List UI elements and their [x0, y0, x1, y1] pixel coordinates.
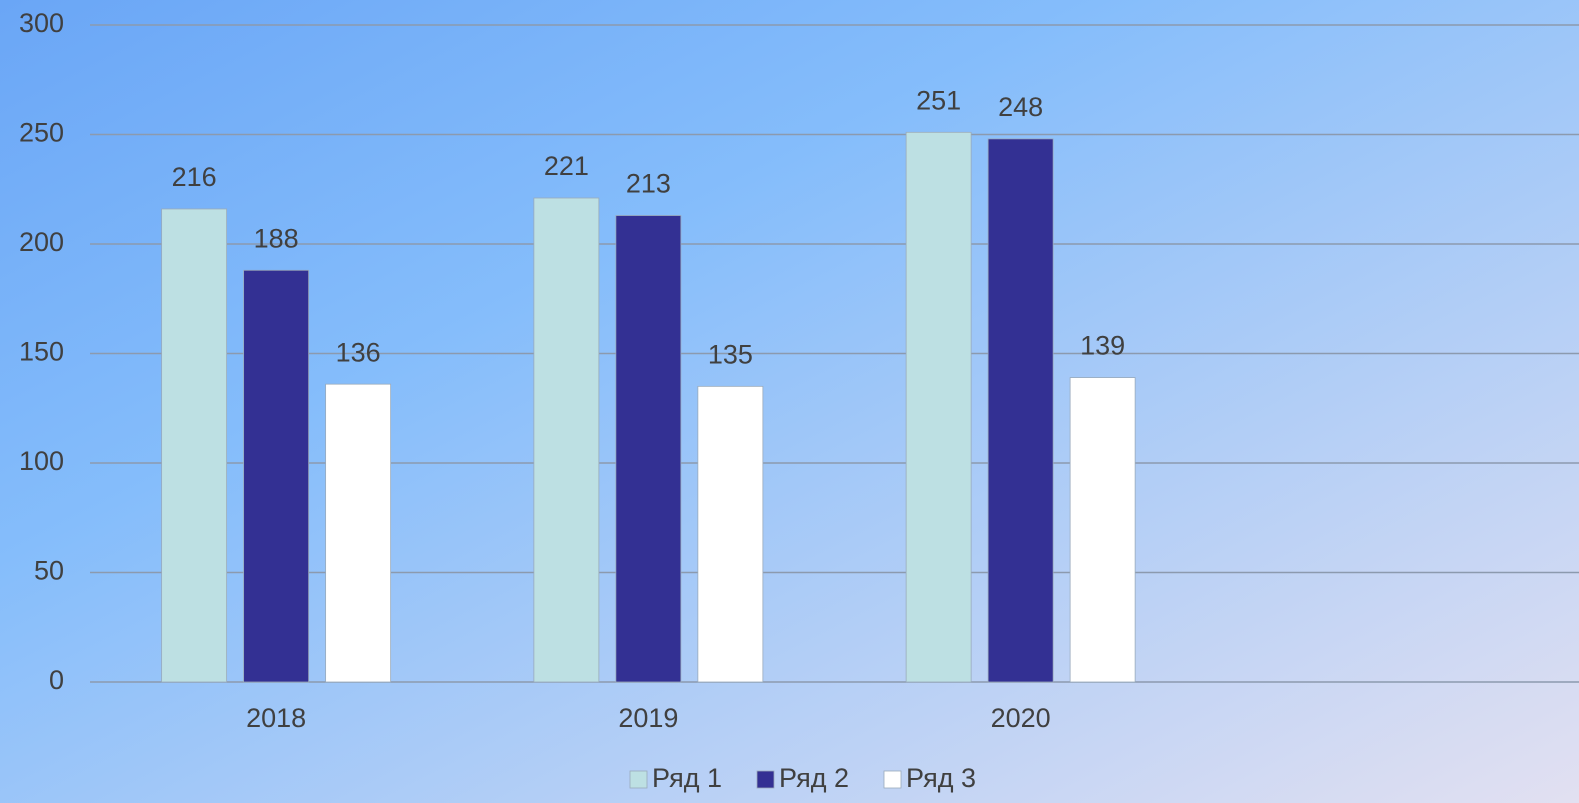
data-label: 188: [254, 223, 299, 253]
bar: [615, 215, 682, 683]
y-tick-label: 0: [49, 665, 64, 695]
bar: [1069, 377, 1136, 683]
data-label: 221: [544, 151, 589, 181]
data-label: 216: [172, 162, 217, 192]
y-tick-label: 100: [19, 446, 64, 476]
bar: [905, 131, 972, 683]
y-tick-label: 250: [19, 118, 64, 148]
legend-label: Ряд 1: [652, 763, 722, 793]
data-label: 213: [626, 169, 671, 199]
legend-swatch: [629, 770, 648, 789]
bar: [533, 197, 600, 683]
legend-swatch: [883, 770, 902, 789]
x-tick-label: 2018: [246, 703, 306, 733]
data-label: 139: [1080, 331, 1125, 361]
x-tick-label: 2020: [991, 703, 1051, 733]
y-tick-label: 300: [19, 8, 64, 38]
bar: [161, 208, 228, 683]
legend-label: Ряд 2: [779, 763, 849, 793]
bar: [697, 385, 764, 683]
x-tick-label: 2019: [618, 703, 678, 733]
data-label: 136: [336, 337, 381, 367]
bar: [987, 138, 1054, 683]
y-tick-label: 50: [34, 556, 64, 586]
bar: [325, 383, 392, 683]
legend-swatch: [756, 770, 775, 789]
y-tick-label: 150: [19, 337, 64, 367]
data-label: 248: [998, 92, 1043, 122]
data-label: 251: [916, 85, 961, 115]
legend-label: Ряд 3: [906, 763, 976, 793]
data-label: 135: [708, 339, 753, 369]
y-tick-label: 200: [19, 227, 64, 257]
bar: [243, 269, 310, 683]
